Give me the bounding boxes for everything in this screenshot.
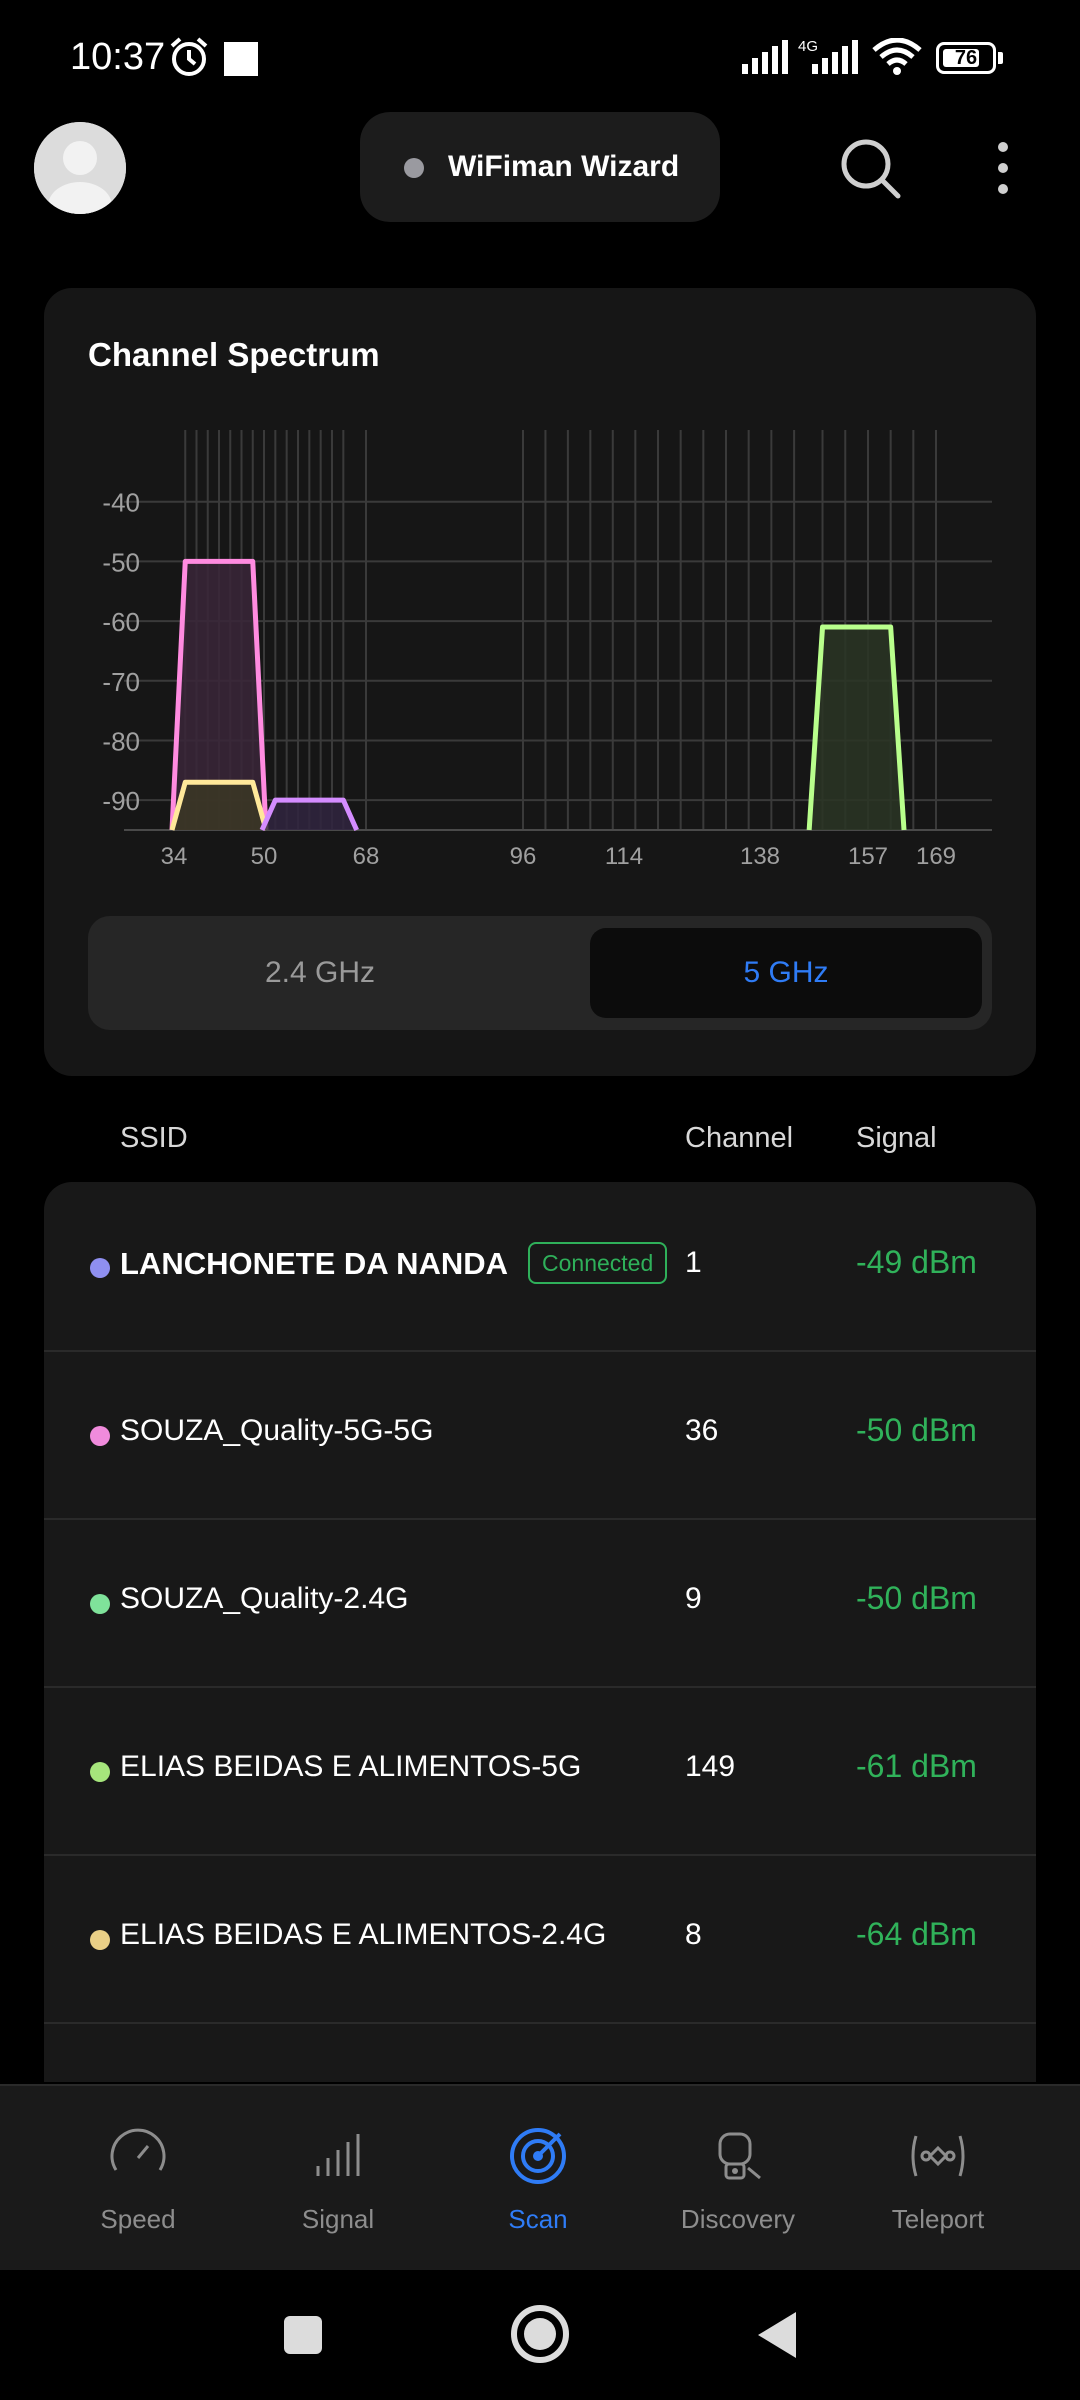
notification-icon	[224, 42, 258, 76]
bottom-navigation: Speed Signal Scan Discovery	[0, 2084, 1080, 2272]
wizard-title: WiFiman Wizard	[448, 150, 680, 183]
y-tick-label: -70	[102, 667, 140, 697]
network-channel: 1	[685, 1246, 702, 1279]
network-channel: 8	[685, 1918, 702, 1951]
nav-label-teleport: Teleport	[891, 2204, 985, 2234]
channel-signal-area	[172, 561, 266, 830]
spectrum-title: Channel Spectrum	[88, 336, 380, 373]
band-2-4ghz-button[interactable]: 2.4 GHz	[264, 956, 376, 989]
nav-label-discovery: Discovery	[680, 2204, 796, 2234]
device-discovery-icon	[718, 2132, 761, 2180]
status-time: 10:37	[70, 36, 166, 78]
network-type-label: 4G	[798, 38, 819, 55]
channel-signal-area	[809, 627, 904, 830]
search-icon[interactable]	[836, 134, 906, 204]
network-color-dot	[90, 1258, 110, 1278]
list-item[interactable]: SOUZA_Quality-5G-5G 36 -50 dBm	[44, 1350, 1036, 1520]
network-ssid: LANCHONETE DA NANDA	[120, 1246, 509, 1281]
channel-signal-line	[169, 779, 269, 831]
wizard-button[interactable]: WiFiman Wizard	[360, 112, 720, 222]
battery-fill	[943, 49, 980, 67]
header-ssid[interactable]: SSID	[120, 1122, 188, 1154]
network-color-dot	[90, 1762, 110, 1782]
header-channel[interactable]: Channel	[685, 1122, 794, 1154]
y-tick-label: -60	[102, 607, 140, 637]
speedometer-icon	[110, 2128, 166, 2171]
network-signal: -50 dBm	[856, 1580, 977, 1616]
avatar[interactable]	[34, 122, 126, 214]
network-list-header: SSID Channel Signal	[0, 1120, 1080, 1180]
nav-scan[interactable]: Scan	[438, 2086, 638, 2272]
status-dot	[404, 158, 424, 178]
channel-signal-area	[262, 800, 357, 830]
nav-signal[interactable]: Signal	[238, 2086, 438, 2272]
user-icon	[34, 122, 126, 214]
x-tick-label: 34	[161, 843, 188, 870]
channel-signal-line	[259, 797, 359, 832]
battery-tip	[998, 52, 1003, 64]
header-signal[interactable]: Signal	[856, 1122, 937, 1154]
channel-signal-line	[169, 558, 269, 831]
alarm-icon	[170, 37, 208, 76]
x-tick-label: 114	[605, 843, 643, 870]
teleport-icon	[911, 2135, 965, 2177]
network-channel: 9	[685, 1582, 702, 1615]
network-ssid: ELIAS BEIDAS E ALIMENTOS-2.4G	[120, 1918, 607, 1951]
x-tick-label: 138	[740, 843, 780, 870]
list-item[interactable]: ELIAS BEIDAS E ALIMENTOS-2.4G 8 -64 dBm	[44, 1854, 1036, 2024]
nav-label-speed: Speed	[100, 2204, 176, 2234]
network-ssid: ELIAS BEIDAS E ALIMENTOS-5G	[120, 1750, 582, 1783]
battery-level-text: 76	[954, 47, 978, 69]
list-item[interactable]: ELIAS BEIDAS E ALIMENTOS-5G 149 -61 dBm	[44, 1686, 1036, 1856]
status-bar: 10:37 4G 76	[0, 0, 1080, 115]
nav-teleport[interactable]: Teleport	[838, 2086, 1038, 2272]
network-signal: -64 dBm	[856, 1916, 977, 1952]
back-icon[interactable]	[756, 2310, 798, 2360]
channel-spectrum-chart: -40 -50 -60 -70 -80 -90 34 50 68 96 114 138 157 169	[102, 430, 992, 870]
nav-discovery[interactable]: Discovery	[638, 2086, 838, 2272]
network-signal: -50 dBm	[856, 1412, 977, 1448]
band-toggle: 2.4 GHz 5 GHz	[88, 916, 992, 1030]
x-tick-label: 96	[510, 843, 537, 870]
cellular-signal-icon	[742, 40, 788, 74]
x-tick-label: 169	[916, 843, 956, 870]
signal-bars-icon	[316, 2134, 360, 2176]
network-color-dot	[90, 1426, 110, 1446]
battery-icon: 76	[936, 42, 996, 74]
network-ssid: SOUZA_Quality-5G-5G	[120, 1414, 434, 1447]
x-tick-label: 68	[353, 843, 380, 870]
list-item[interactable]: LANCHONETE DA NANDA Connected 1 -49 dBm	[44, 1182, 1036, 1352]
network-ssid: SOUZA_Quality-2.4G	[120, 1582, 409, 1615]
wifi-icon	[872, 38, 922, 75]
cellular-signal-icon-2	[812, 40, 858, 74]
network-channel: 36	[685, 1414, 719, 1447]
x-tick-label: 157	[848, 843, 888, 870]
nav-label-scan: Scan	[508, 2204, 568, 2234]
radar-scan-icon	[510, 2128, 566, 2184]
network-signal: -49 dBm	[856, 1244, 977, 1280]
y-tick-label: -50	[102, 547, 140, 577]
system-navigation-bar	[0, 2270, 1080, 2400]
band-5ghz-button[interactable]: 5 GHz	[590, 928, 982, 1018]
channel-spectrum-card: Channel Spectrum -40 -50 -60 -70 -80 -90 34 50 6…	[44, 288, 1036, 1076]
list-item[interactable]: SOUZA_Quality-2.4G 9 -50 dBm	[44, 1518, 1036, 1688]
y-tick-label: -80	[102, 726, 140, 756]
more-options-icon[interactable]	[990, 134, 1016, 204]
y-tick-label: -90	[102, 786, 140, 816]
network-signal: -61 dBm	[856, 1748, 977, 1784]
recent-apps-icon[interactable]	[282, 2314, 324, 2356]
home-icon[interactable]	[510, 2304, 570, 2364]
network-color-dot	[90, 1930, 110, 1950]
network-color-dot	[90, 1594, 110, 1614]
nav-speed[interactable]: Speed	[38, 2086, 238, 2272]
channel-signal-area	[172, 782, 266, 830]
network-list: LANCHONETE DA NANDA Connected 1 -49 dBm …	[44, 1182, 1036, 2082]
nav-label-signal: Signal	[301, 2204, 375, 2234]
y-tick-label: -40	[102, 488, 140, 518]
connected-badge: Connected	[528, 1242, 668, 1284]
channel-signal-line	[806, 624, 907, 831]
x-tick-label: 50	[251, 843, 278, 870]
network-channel: 149	[685, 1750, 736, 1783]
